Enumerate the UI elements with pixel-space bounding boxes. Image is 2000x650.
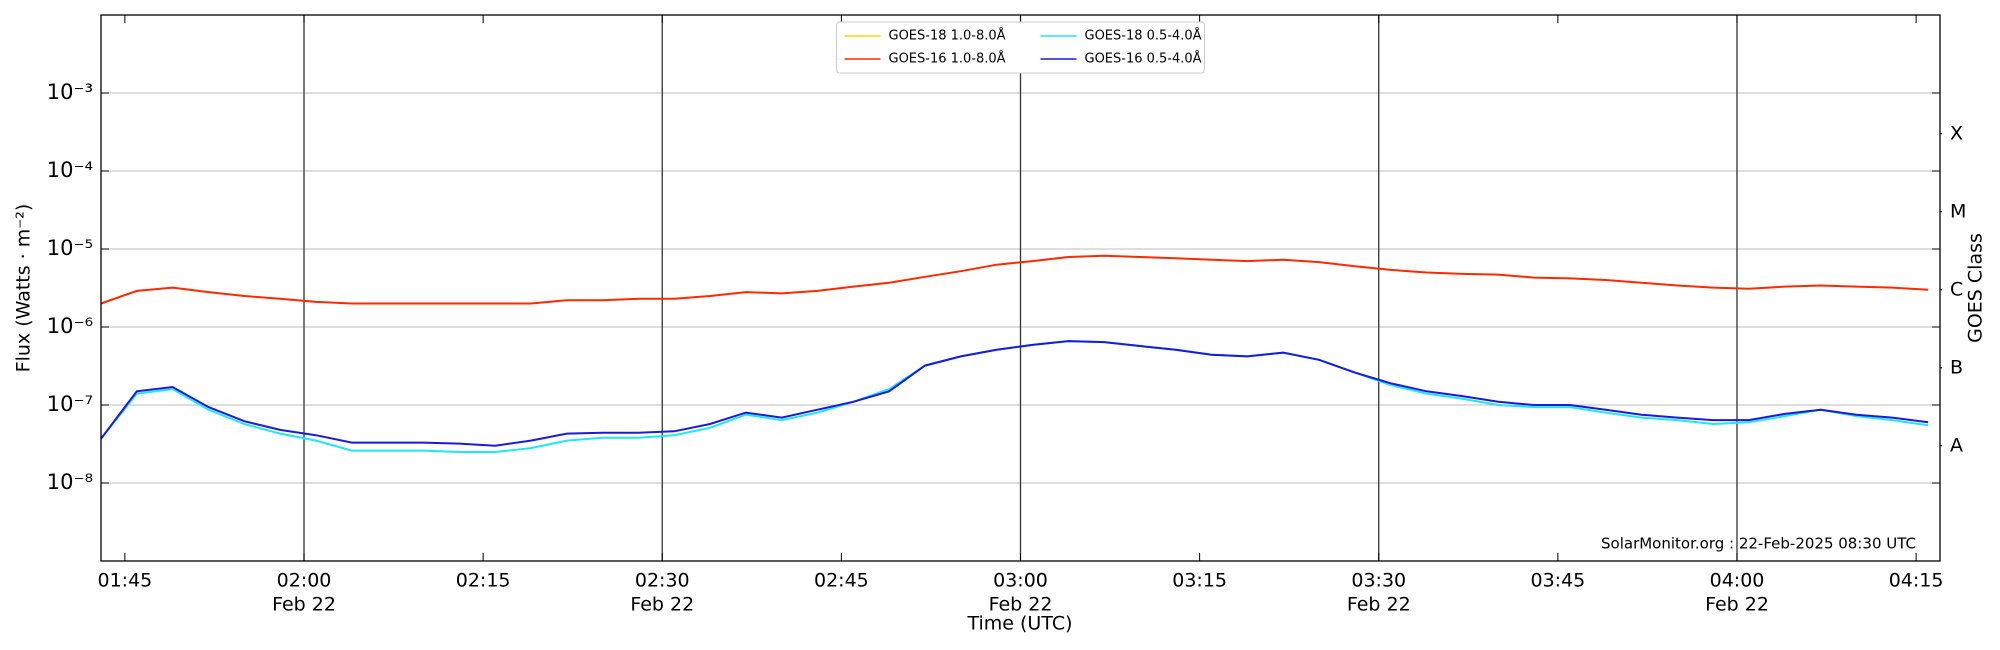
y-tick-label: 10⁻⁵ (47, 236, 93, 260)
x-tick-label: Feb 22 (630, 594, 694, 616)
legend-label: GOES-16 1.0-8.0Å (889, 51, 1006, 67)
x-tick-label: 03:00 (993, 570, 1048, 592)
y-axis-label: Flux (Watts · m⁻²) (13, 204, 35, 373)
legend-label: GOES-18 1.0-8.0Å (889, 28, 1006, 44)
y2-tick-label: C (1950, 278, 1963, 300)
y-tick-label: 10⁻³ (47, 80, 93, 104)
x-tick-label: 04:15 (1889, 570, 1944, 592)
annotation: SolarMonitor.org : 22-Feb-2025 08:30 UTC (1601, 535, 1916, 553)
x-tick-label: 04:00 (1710, 570, 1765, 592)
plot-frame (100, 14, 1941, 562)
y2-tick-label: B (1950, 356, 1963, 378)
x-tick-label: Feb 22 (989, 594, 1053, 616)
series-line (100, 254, 1929, 305)
x-tick-label: 03:30 (1351, 570, 1406, 592)
x-tick-label: 01:45 (98, 570, 153, 592)
x-tick-label: 02:15 (456, 570, 511, 592)
legend-box (836, 21, 1205, 74)
y2-tick-label: M (1950, 200, 1966, 222)
y-tick-label: 10⁻⁴ (47, 158, 93, 182)
y-tick-label: 10⁻⁷ (47, 392, 93, 416)
y2-axis-label: GOES Class (1965, 233, 1987, 343)
x-tick-label: 03:15 (1172, 570, 1227, 592)
x-tick-label: 02:45 (814, 570, 869, 592)
x-tick-label: 02:00 (277, 570, 332, 592)
x-tick-label: Feb 22 (1347, 594, 1411, 616)
y-tick-label: 10⁻⁶ (47, 314, 93, 338)
x-tick-label: Feb 22 (1705, 594, 1769, 616)
y2-tick-label: A (1950, 434, 1963, 456)
x-axis-label: Time (UTC) (966, 613, 1072, 635)
legend-label: GOES-16 0.5-4.0Å (1085, 51, 1202, 67)
x-tick-label: 03:45 (1530, 570, 1585, 592)
y2-tick-label: X (1950, 122, 1963, 144)
x-tick-label: 02:30 (635, 570, 690, 592)
x-tick-label: Feb 22 (272, 594, 336, 616)
legend-label: GOES-18 0.5-4.0Å (1085, 28, 1202, 44)
y-tick-label: 10⁻⁸ (47, 470, 93, 494)
series-line (100, 340, 1929, 447)
